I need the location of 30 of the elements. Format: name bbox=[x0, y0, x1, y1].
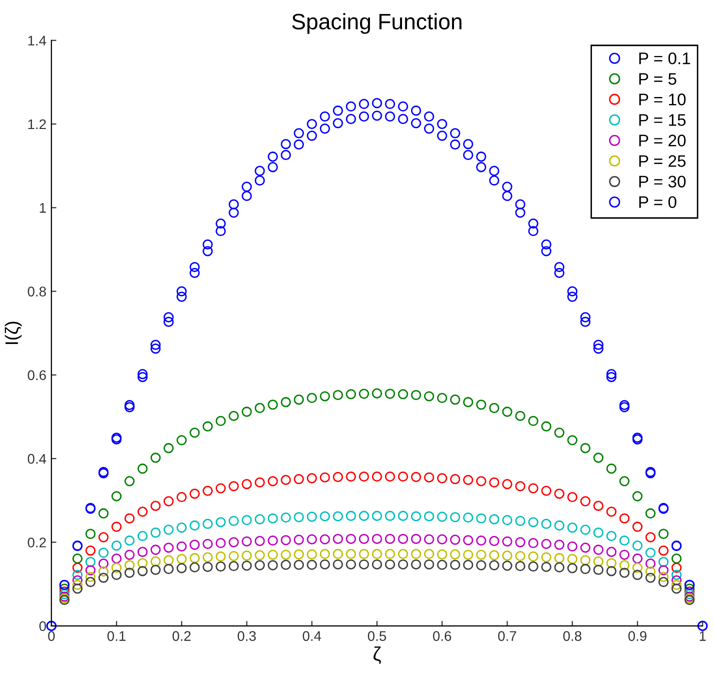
legend-label: P = 15 bbox=[639, 114, 686, 126]
x-tick-label: 0 bbox=[48, 631, 55, 641]
x-tick-label: 0.6 bbox=[433, 631, 452, 641]
legend-label: P = 20 bbox=[639, 134, 686, 146]
y-tick-label: 1 bbox=[40, 203, 46, 213]
legend-label: P = 0.1 bbox=[639, 52, 690, 64]
x-tick-label: 0.1 bbox=[107, 631, 126, 641]
legend-label: P = 5 bbox=[639, 73, 676, 85]
legend-label: P = 30 bbox=[639, 176, 686, 188]
y-tick-label: 0.6 bbox=[28, 370, 46, 380]
x-tick-label: 0.4 bbox=[302, 631, 322, 641]
x-tick-label: 0.7 bbox=[498, 631, 516, 641]
y-tick-label: 0.2 bbox=[28, 538, 46, 548]
x-tick-label: 1 bbox=[700, 631, 706, 641]
x-tick-label: 0.9 bbox=[628, 631, 646, 641]
x-tick-label: 0.2 bbox=[172, 631, 191, 641]
y-tick-label: 0 bbox=[39, 621, 46, 632]
x-axis-title: ζ bbox=[374, 646, 381, 664]
x-tick-label: 0.3 bbox=[238, 631, 256, 641]
y-tick-label: 1.2 bbox=[28, 119, 46, 130]
x-tick-label: 0.5 bbox=[368, 631, 386, 641]
y-tick-label: 0.4 bbox=[28, 454, 46, 464]
y-tick-label: 1.4 bbox=[28, 36, 46, 46]
legend-label: P = 10 bbox=[639, 94, 686, 106]
chart-title: Spacing Function bbox=[292, 13, 462, 34]
legend-label: P = 0 bbox=[639, 196, 676, 208]
legend-label: P = 25 bbox=[639, 155, 686, 167]
y-axis-title: I(ζ) bbox=[4, 322, 22, 344]
y-tick-label: 0.8 bbox=[28, 286, 46, 296]
x-tick-label: 0.8 bbox=[563, 631, 582, 641]
